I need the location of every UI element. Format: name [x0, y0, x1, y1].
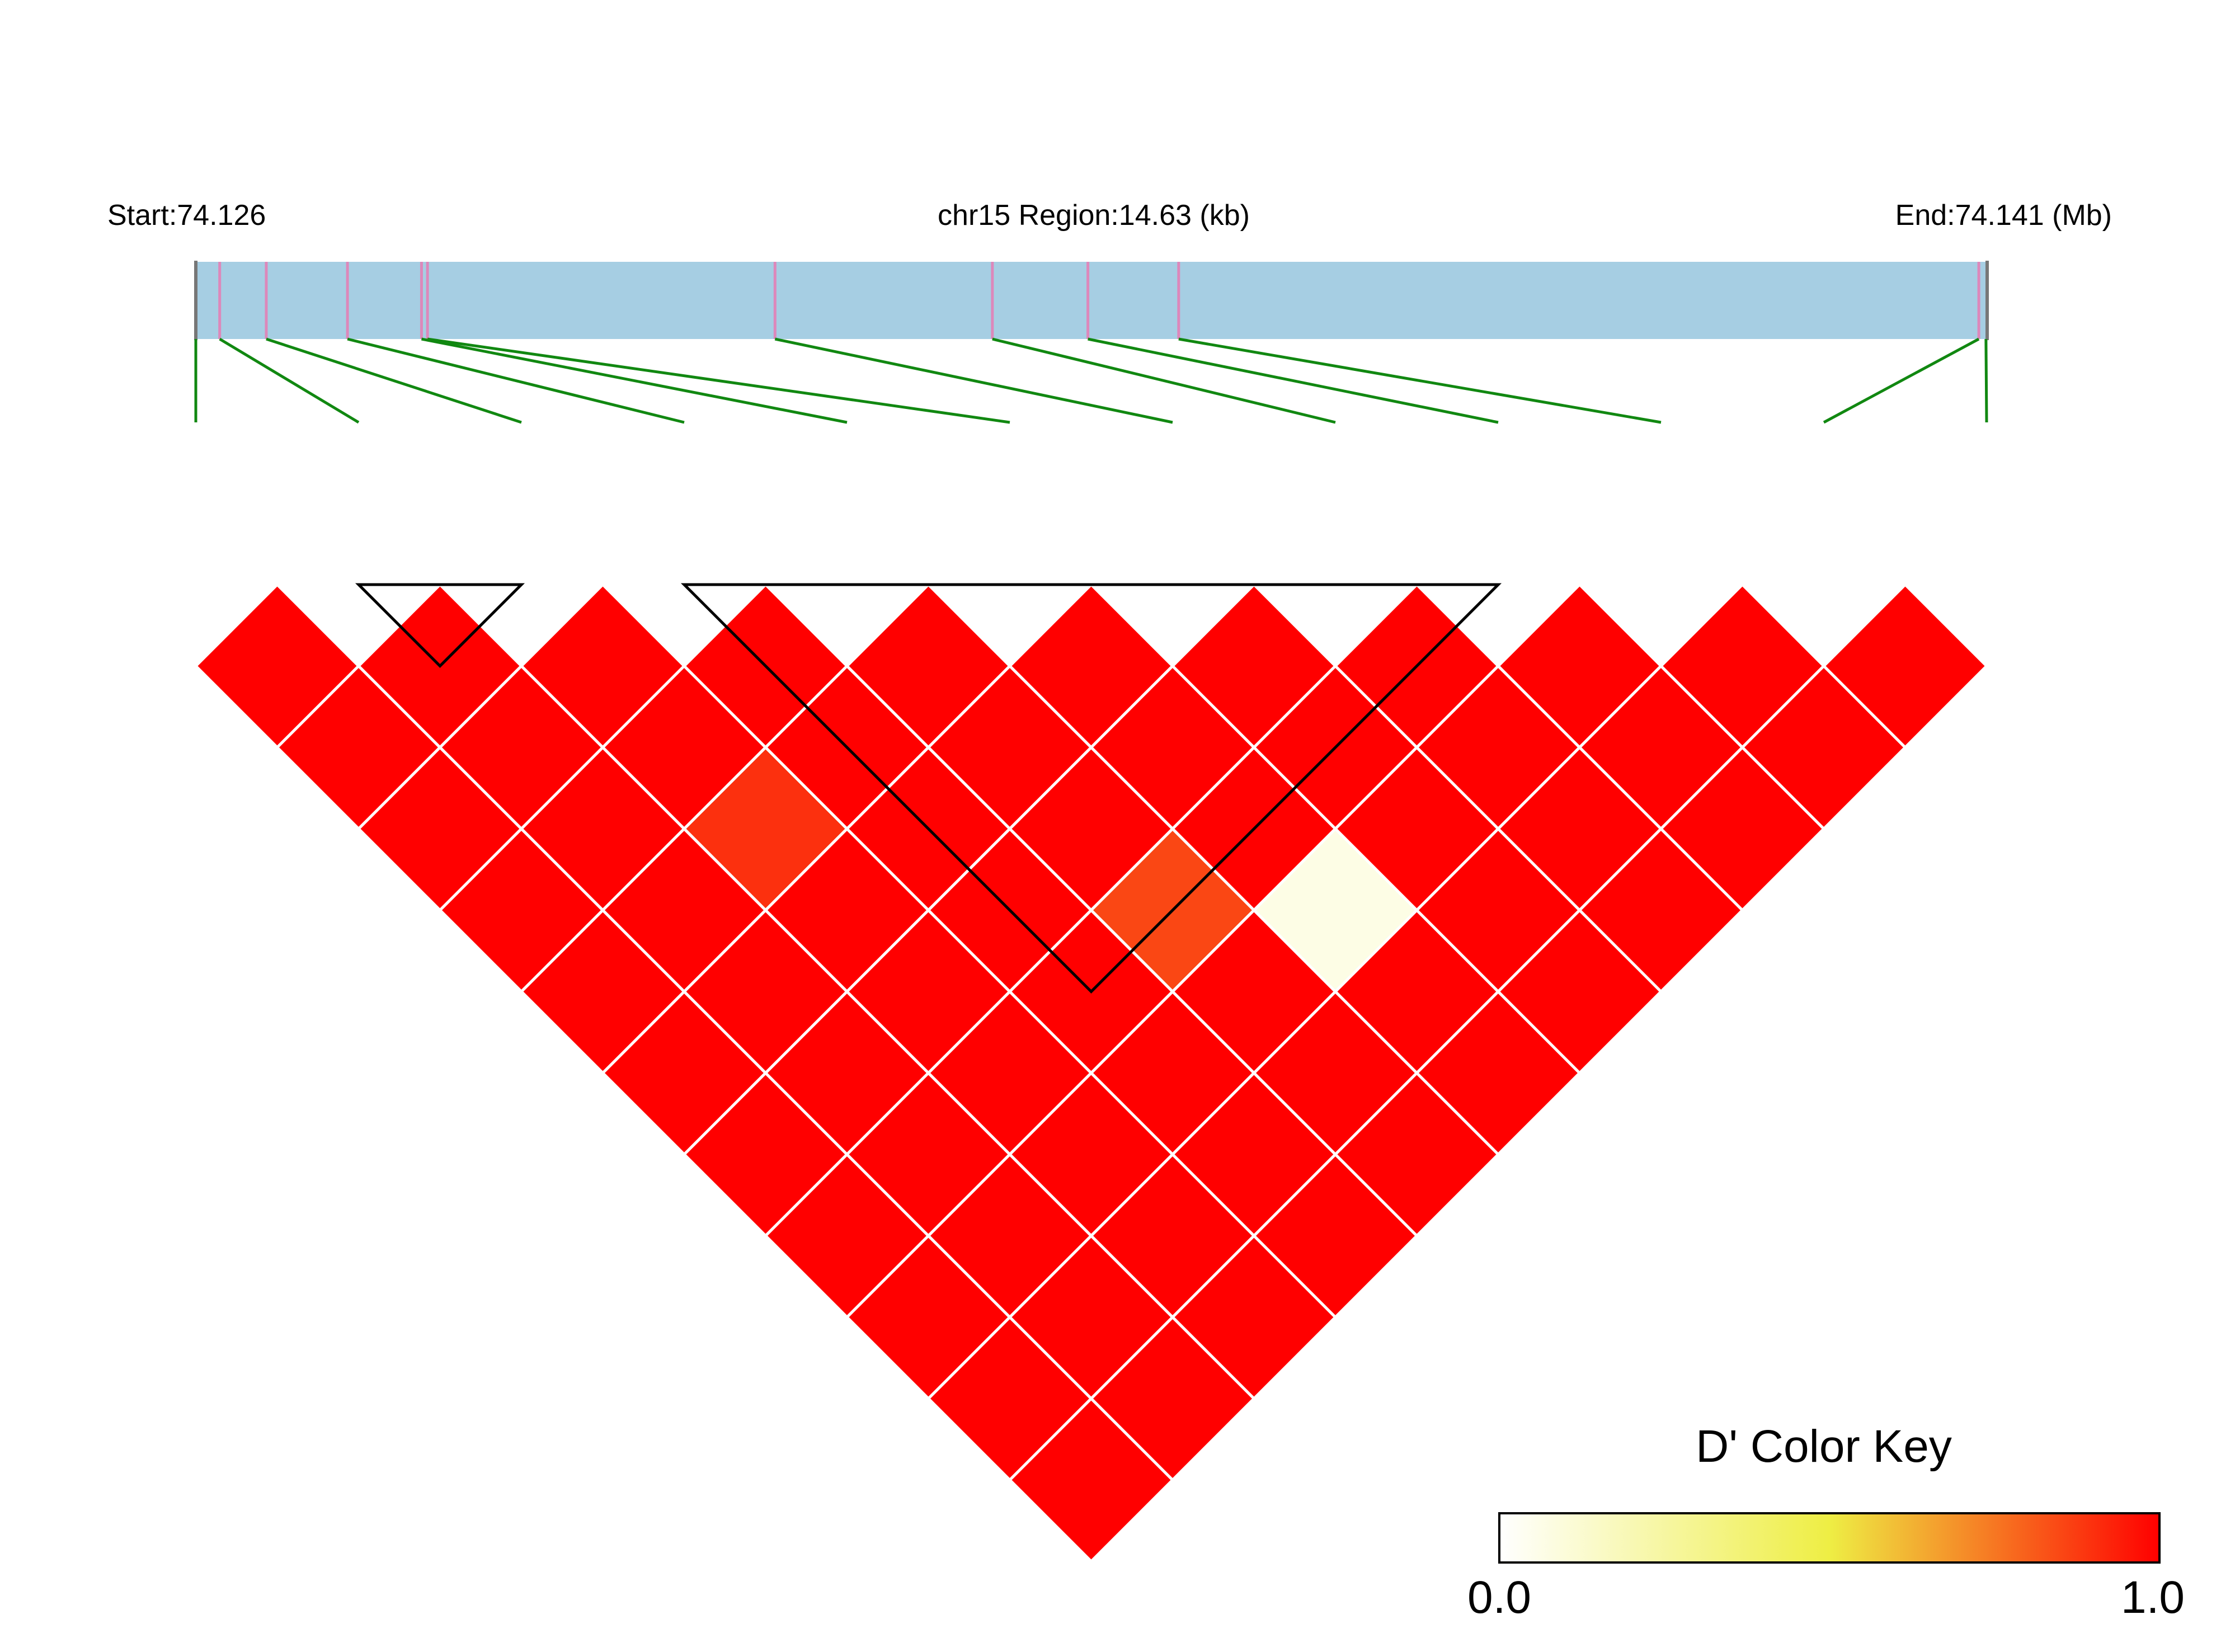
- snp-connector: [427, 337, 1010, 424]
- region-bar: [196, 262, 1989, 339]
- region-title: chr15 Region:14.63 (kb): [938, 199, 1250, 232]
- ld-block-outlines: [355, 583, 1502, 994]
- ld-cell: [1822, 582, 1989, 750]
- snp-connector: [421, 337, 848, 424]
- snp-connector: [266, 337, 522, 424]
- snp-ticks: [218, 262, 1980, 339]
- region-start-label: Start:74.126: [107, 199, 266, 232]
- snp-connector: [1823, 337, 1980, 424]
- snp-connector: [1178, 337, 1662, 424]
- color-key-gradient: [1498, 1512, 2161, 1564]
- snp-connector: [1984, 338, 1988, 423]
- snp-connector: [1088, 337, 1499, 424]
- ld-block-outline: [355, 583, 525, 669]
- region-end-label: End:74.141 (Mb): [1895, 199, 2112, 232]
- snp-connectors: [194, 337, 1988, 424]
- color-key-min-label: 0.0: [1467, 1572, 1531, 1623]
- color-key-max-label: 1.0: [2121, 1572, 2185, 1623]
- snp-connector: [774, 337, 1173, 424]
- ld-cells: [194, 582, 1989, 1564]
- snp-connector: [992, 337, 1336, 424]
- snp-connector: [347, 337, 685, 424]
- snp-connector: [219, 337, 360, 424]
- color-key-title: D' Color Key: [1696, 1421, 1952, 1472]
- ld-block-outline: [680, 583, 1502, 994]
